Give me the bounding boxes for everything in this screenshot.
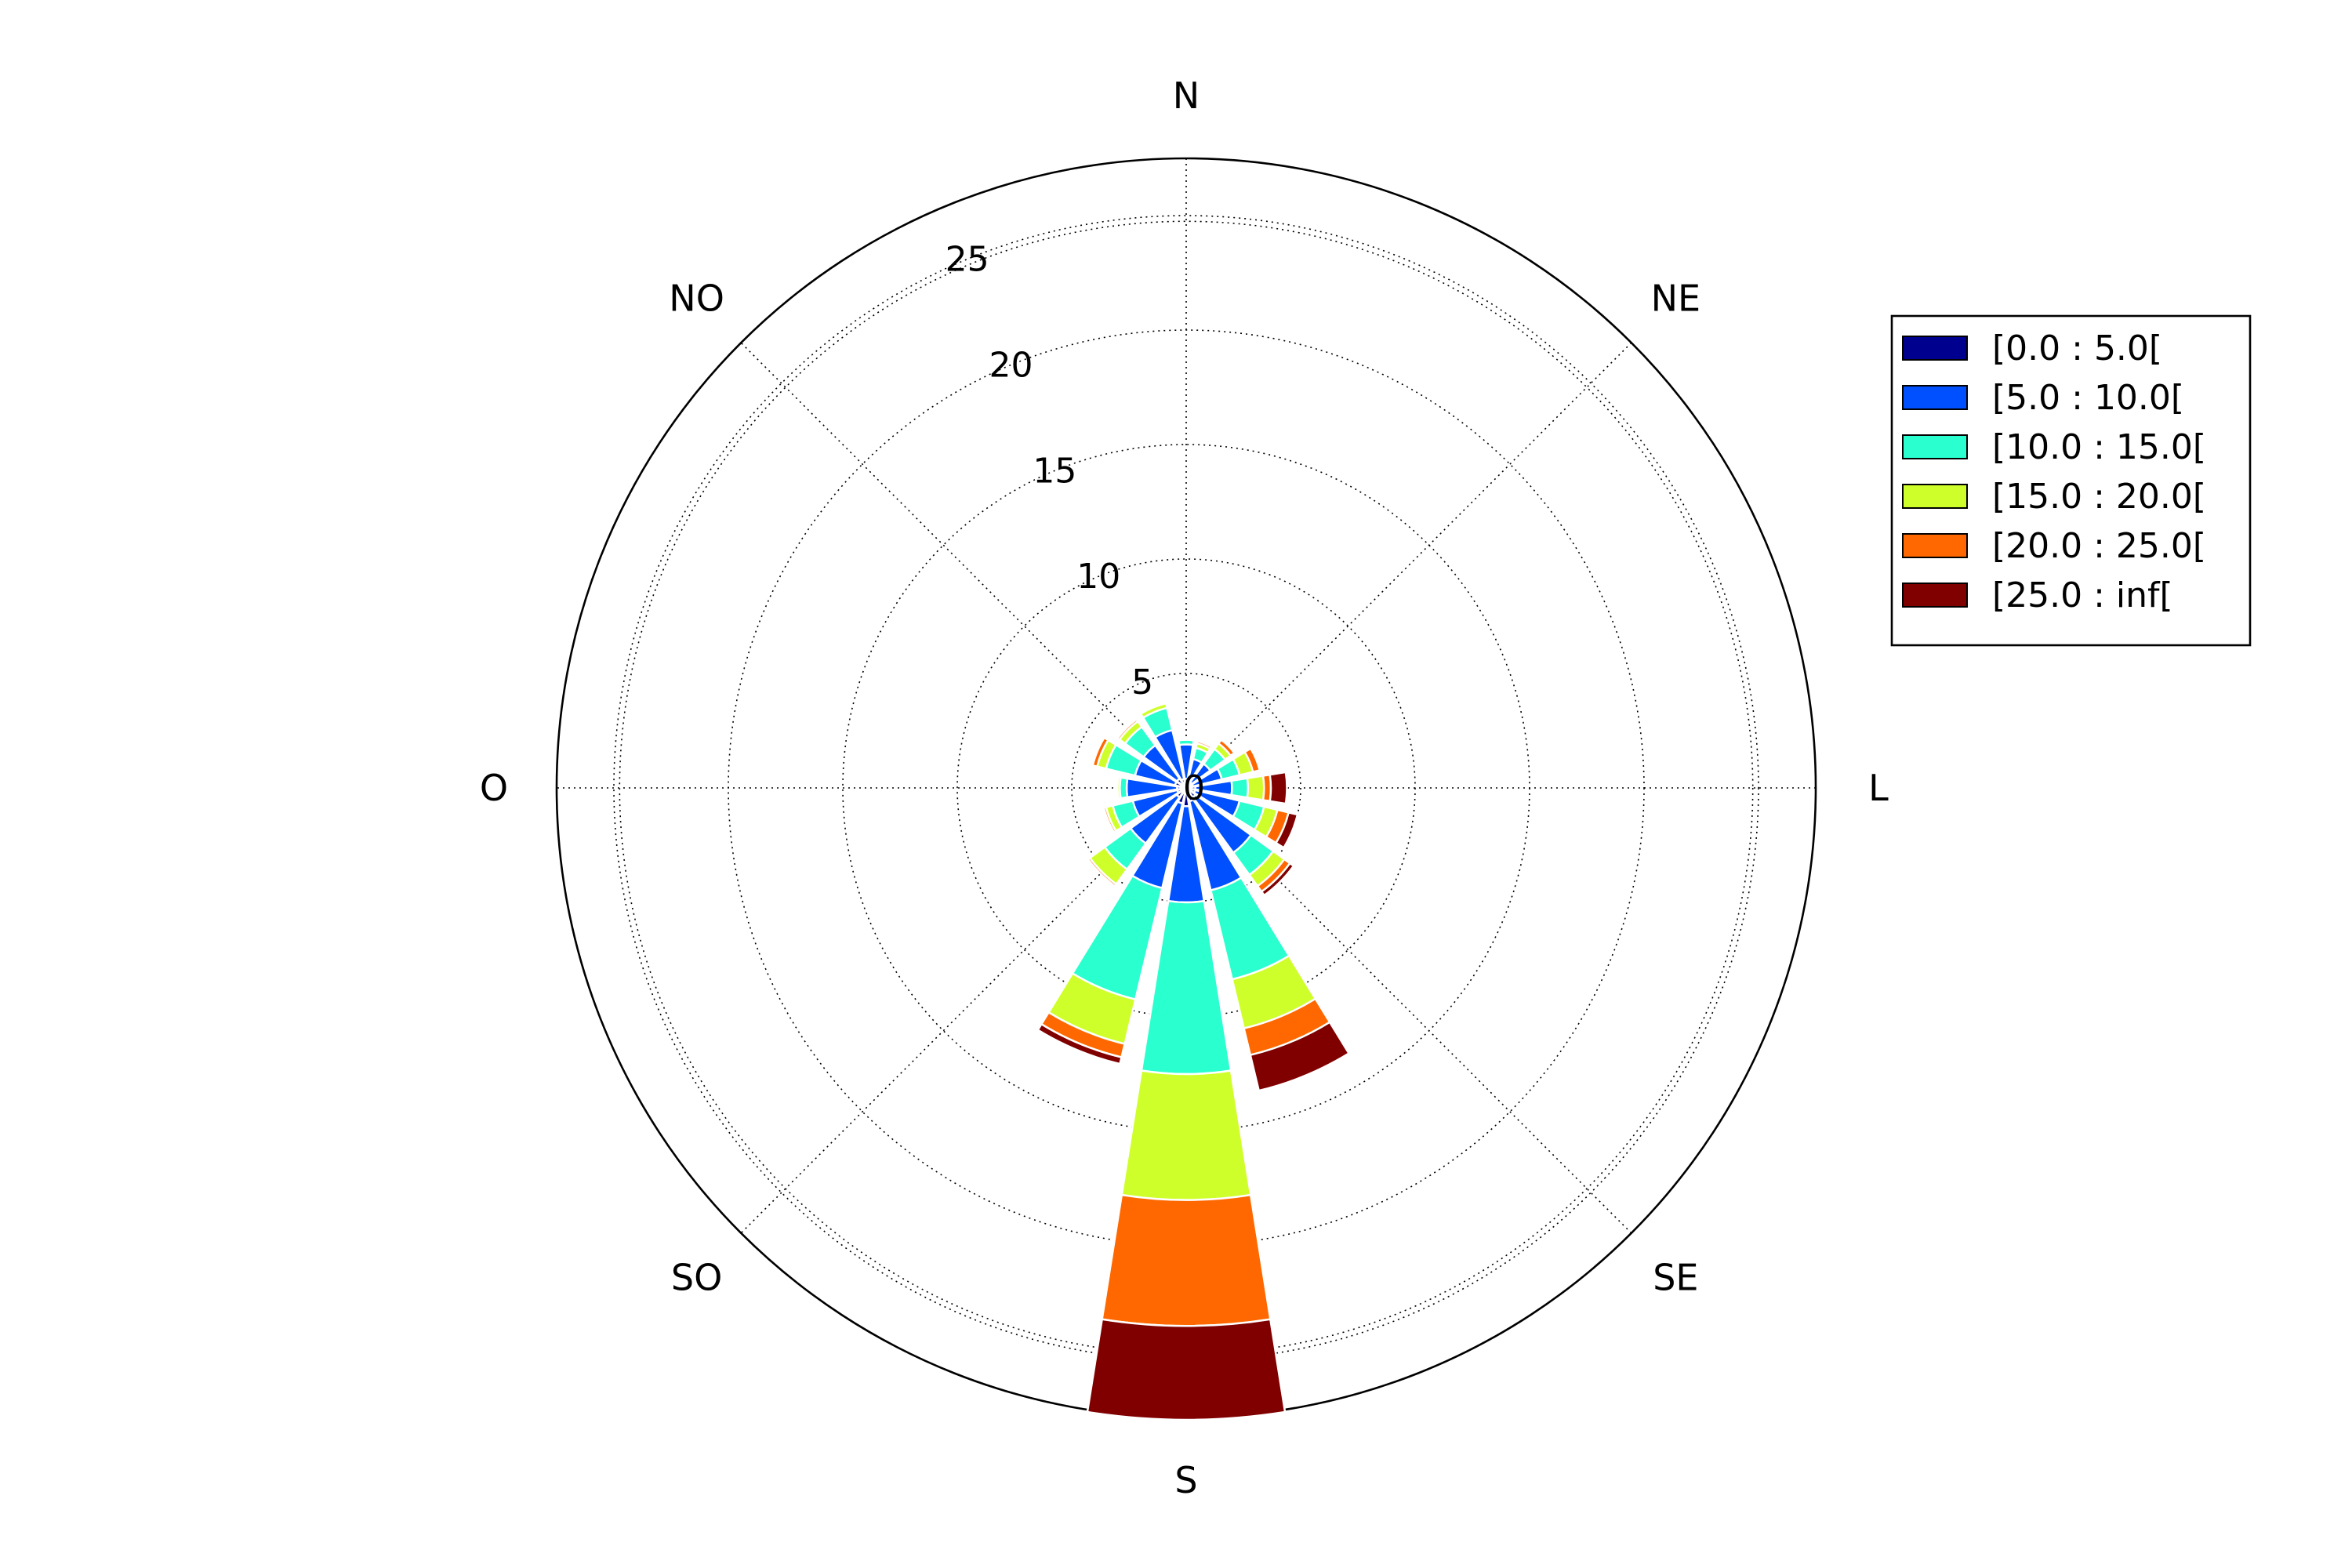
radial-tick-label: 10	[1076, 557, 1120, 597]
bar-segment-e-5	[1269, 771, 1288, 805]
legend-swatch	[1902, 583, 1968, 608]
legend-swatch	[1902, 533, 1968, 558]
bar-segment-w-3	[1116, 775, 1122, 800]
grid-ring	[613, 215, 1759, 1361]
bar-segment-ssw-5	[1036, 1022, 1123, 1065]
bar-segment-s-3	[1120, 1069, 1252, 1201]
direction-label-o: O	[480, 767, 508, 809]
legend-label: [0.0 : 5.0[	[1992, 328, 2162, 368]
direction-label-so: SO	[671, 1256, 722, 1298]
bar-segment-n-2	[1177, 739, 1196, 746]
bar-segment-wnw-4	[1091, 736, 1110, 768]
direction-label-no: NO	[669, 278, 724, 320]
grid-ring	[1071, 673, 1301, 903]
legend-label: [15.0 : 20.0[	[1992, 477, 2206, 517]
legend-label: [5.0 : 10.0[	[1992, 378, 2184, 418]
legend: [0.0 : 5.0[ [5.0 : 10.0[ [10.0 : 15.0[ [15.…	[1890, 314, 2252, 647]
bar-segment-ese-5	[1274, 811, 1299, 849]
bar-segment-nw-4	[1116, 717, 1139, 741]
bar-segment-nnw-3	[1139, 702, 1168, 720]
wind-rose-bars	[1036, 702, 1351, 1421]
legend-swatch	[1902, 336, 1968, 361]
bar-segment-ene-4	[1243, 746, 1261, 774]
bar-segment-nne-4	[1196, 739, 1213, 750]
direction-label-n: N	[1173, 74, 1200, 117]
bar-segment-s-2	[1140, 899, 1232, 1076]
bar-segment-sse-5	[1249, 1021, 1351, 1092]
grid-spoke	[740, 342, 1632, 1234]
bar-segment-ne-4	[1217, 738, 1236, 757]
direction-labels: N NE L SE S SO O NO	[480, 74, 1889, 1501]
bar-segment-s-5	[1086, 1318, 1287, 1421]
bar-segment-e-3	[1246, 775, 1265, 801]
radial-tick-label: 5	[1131, 662, 1153, 702]
radial-tick-label: 15	[1033, 451, 1076, 491]
bar-segment-se-5	[1260, 862, 1295, 897]
direction-label-se: SE	[1653, 1256, 1698, 1298]
bar-segment-s-4	[1101, 1193, 1272, 1327]
radial-tick-label: 0	[1183, 768, 1205, 808]
legend-swatch	[1902, 385, 1968, 410]
radial-tick-label: 25	[946, 240, 989, 280]
bar-segment-sw-4	[1087, 856, 1118, 887]
radial-tick-label: 20	[989, 345, 1033, 385]
bar-segment-e-2	[1230, 777, 1250, 799]
radial-tick-labels: 0 5 10 15 20 25	[946, 240, 1205, 808]
direction-label-s: S	[1174, 1459, 1197, 1501]
legend-swatch	[1902, 434, 1968, 459]
legend-label: [20.0 : 25.0[	[1992, 526, 2206, 566]
legend-label: [10.0 : 15.0[	[1992, 427, 2206, 467]
grid-spoke	[740, 342, 1632, 1234]
legend-swatch	[1902, 484, 1968, 509]
direction-label-l: L	[1868, 767, 1889, 809]
legend-label: [25.0 : inf[	[1992, 575, 2173, 615]
bar-segment-wsw-4	[1102, 806, 1118, 834]
direction-label-ne: NE	[1651, 278, 1700, 320]
